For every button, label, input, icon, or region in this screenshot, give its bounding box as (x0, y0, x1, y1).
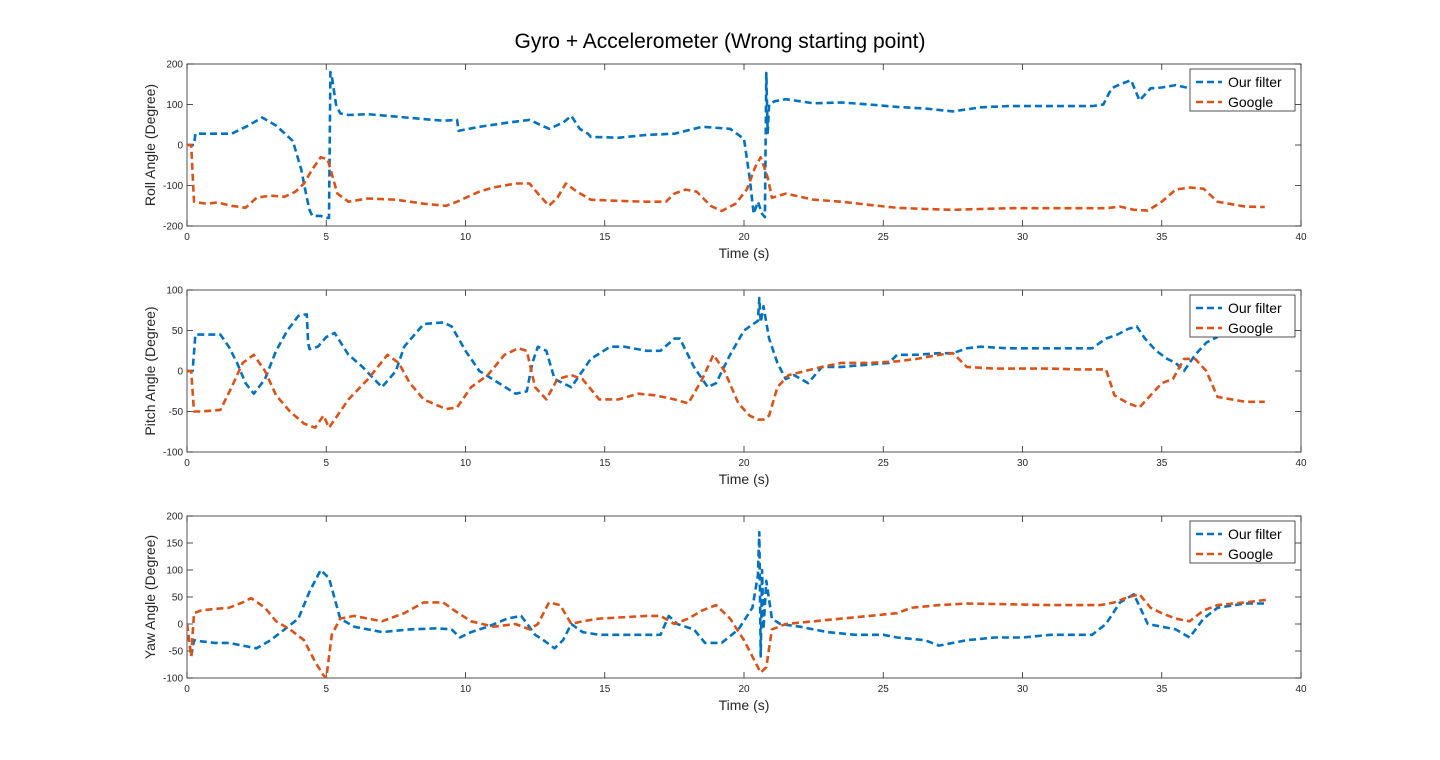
legend: Our filter Google (1189, 294, 1296, 338)
series-group (187, 530, 1268, 678)
x-tick-label: 0 (184, 232, 190, 243)
subplot-roll: 0 5 10 15 20 25 30 35 40 -200 -100 0 100 200 Time (s) R… (142, 60, 1307, 262)
y-tick-label: -50 (169, 407, 184, 418)
x-tick-label: 25 (878, 232, 890, 243)
legend: Our filter Google (1189, 68, 1296, 112)
series-line-google (187, 592, 1268, 678)
x-tick-label: 20 (738, 458, 750, 469)
x-tick-label: 25 (878, 684, 890, 695)
x-tick-label: 15 (599, 684, 611, 695)
legend-label: Our filter (1228, 300, 1282, 316)
x-tick-label: 5 (323, 684, 329, 695)
subplot-pitch: 0 5 10 15 20 25 30 35 40 -100 -50 0 50 100 Time (s) Pit… (142, 286, 1307, 488)
x-tick-label: 10 (460, 232, 472, 243)
x-tick-label: 40 (1295, 232, 1307, 243)
y-axis-label: Pitch Angle (Degree) (142, 306, 158, 435)
y-tick-label: 100 (166, 100, 183, 111)
legend-box (1189, 68, 1296, 112)
x-tick-label: 10 (460, 458, 472, 469)
y-tick-label: 50 (172, 593, 184, 604)
legend-box (1189, 520, 1296, 564)
y-tick-label: -100 (163, 181, 183, 192)
series-line-our-filter (187, 296, 1219, 396)
y-tick-label: 0 (177, 620, 183, 631)
y-tick-label: -100 (163, 448, 183, 459)
y-axis-label: Roll Angle (Degree) (142, 84, 158, 206)
x-tick-label: 35 (1156, 232, 1168, 243)
x-tick-label: 20 (738, 232, 750, 243)
x-tick-label: 30 (1017, 684, 1029, 695)
axes-box (186, 515, 1302, 679)
x-tick-label: 15 (599, 458, 611, 469)
x-axis-label: Time (s) (719, 471, 770, 487)
series-group (187, 70, 1265, 220)
y-tick-label: 150 (166, 539, 183, 550)
x-tick-label: 0 (184, 684, 190, 695)
legend-label: Our filter (1228, 526, 1282, 542)
x-tick-label: 25 (878, 458, 890, 469)
x-tick-label: 30 (1017, 232, 1029, 243)
legend: Our filter Google (1189, 520, 1296, 564)
series-line-our-filter (187, 530, 1268, 658)
x-tick-label: 15 (599, 232, 611, 243)
series-line-our-filter (187, 70, 1224, 220)
axes-box (186, 289, 1302, 453)
y-tick-label: 0 (177, 141, 183, 152)
x-tick-label: 40 (1295, 684, 1307, 695)
y-tick-label: 100 (166, 286, 183, 297)
y-tick-label: 200 (166, 512, 183, 523)
x-tick-label: 5 (323, 458, 329, 469)
y-tick-label: -50 (169, 647, 184, 658)
x-tick-label: 10 (460, 684, 472, 695)
y-tick-label: -100 (163, 674, 183, 685)
x-tick-label: 20 (738, 684, 750, 695)
x-tick-label: 35 (1156, 684, 1168, 695)
y-tick-label: 200 (166, 60, 183, 71)
series-line-google (187, 346, 1265, 430)
x-tick-label: 40 (1295, 458, 1307, 469)
x-tick-label: 35 (1156, 458, 1168, 469)
x-tick-label: 5 (323, 232, 329, 243)
y-tick-label: 50 (172, 326, 184, 337)
y-tick-label: -200 (163, 222, 183, 233)
y-tick-label: 100 (166, 566, 183, 577)
legend-box (1189, 294, 1296, 338)
x-axis-label: Time (s) (719, 697, 770, 713)
legend-label: Our filter (1228, 74, 1282, 90)
figure-title: Gyro + Accelerometer (Wrong starting poi… (514, 30, 925, 53)
series-group (187, 296, 1265, 430)
x-tick-label: 0 (184, 458, 190, 469)
legend-label: Google (1228, 546, 1273, 562)
y-tick-label: 0 (177, 367, 183, 378)
legend-label: Google (1228, 94, 1273, 110)
legend-label: Google (1228, 320, 1273, 336)
series-line-google (187, 143, 1265, 213)
subplot-yaw: 0 5 10 15 20 25 30 35 40 -100 -50 0 50 100 150 200 Time … (142, 512, 1307, 714)
x-tick-label: 30 (1017, 458, 1029, 469)
y-axis-label: Yaw Angle (Degree) (142, 535, 158, 659)
x-axis-label: Time (s) (719, 245, 770, 261)
